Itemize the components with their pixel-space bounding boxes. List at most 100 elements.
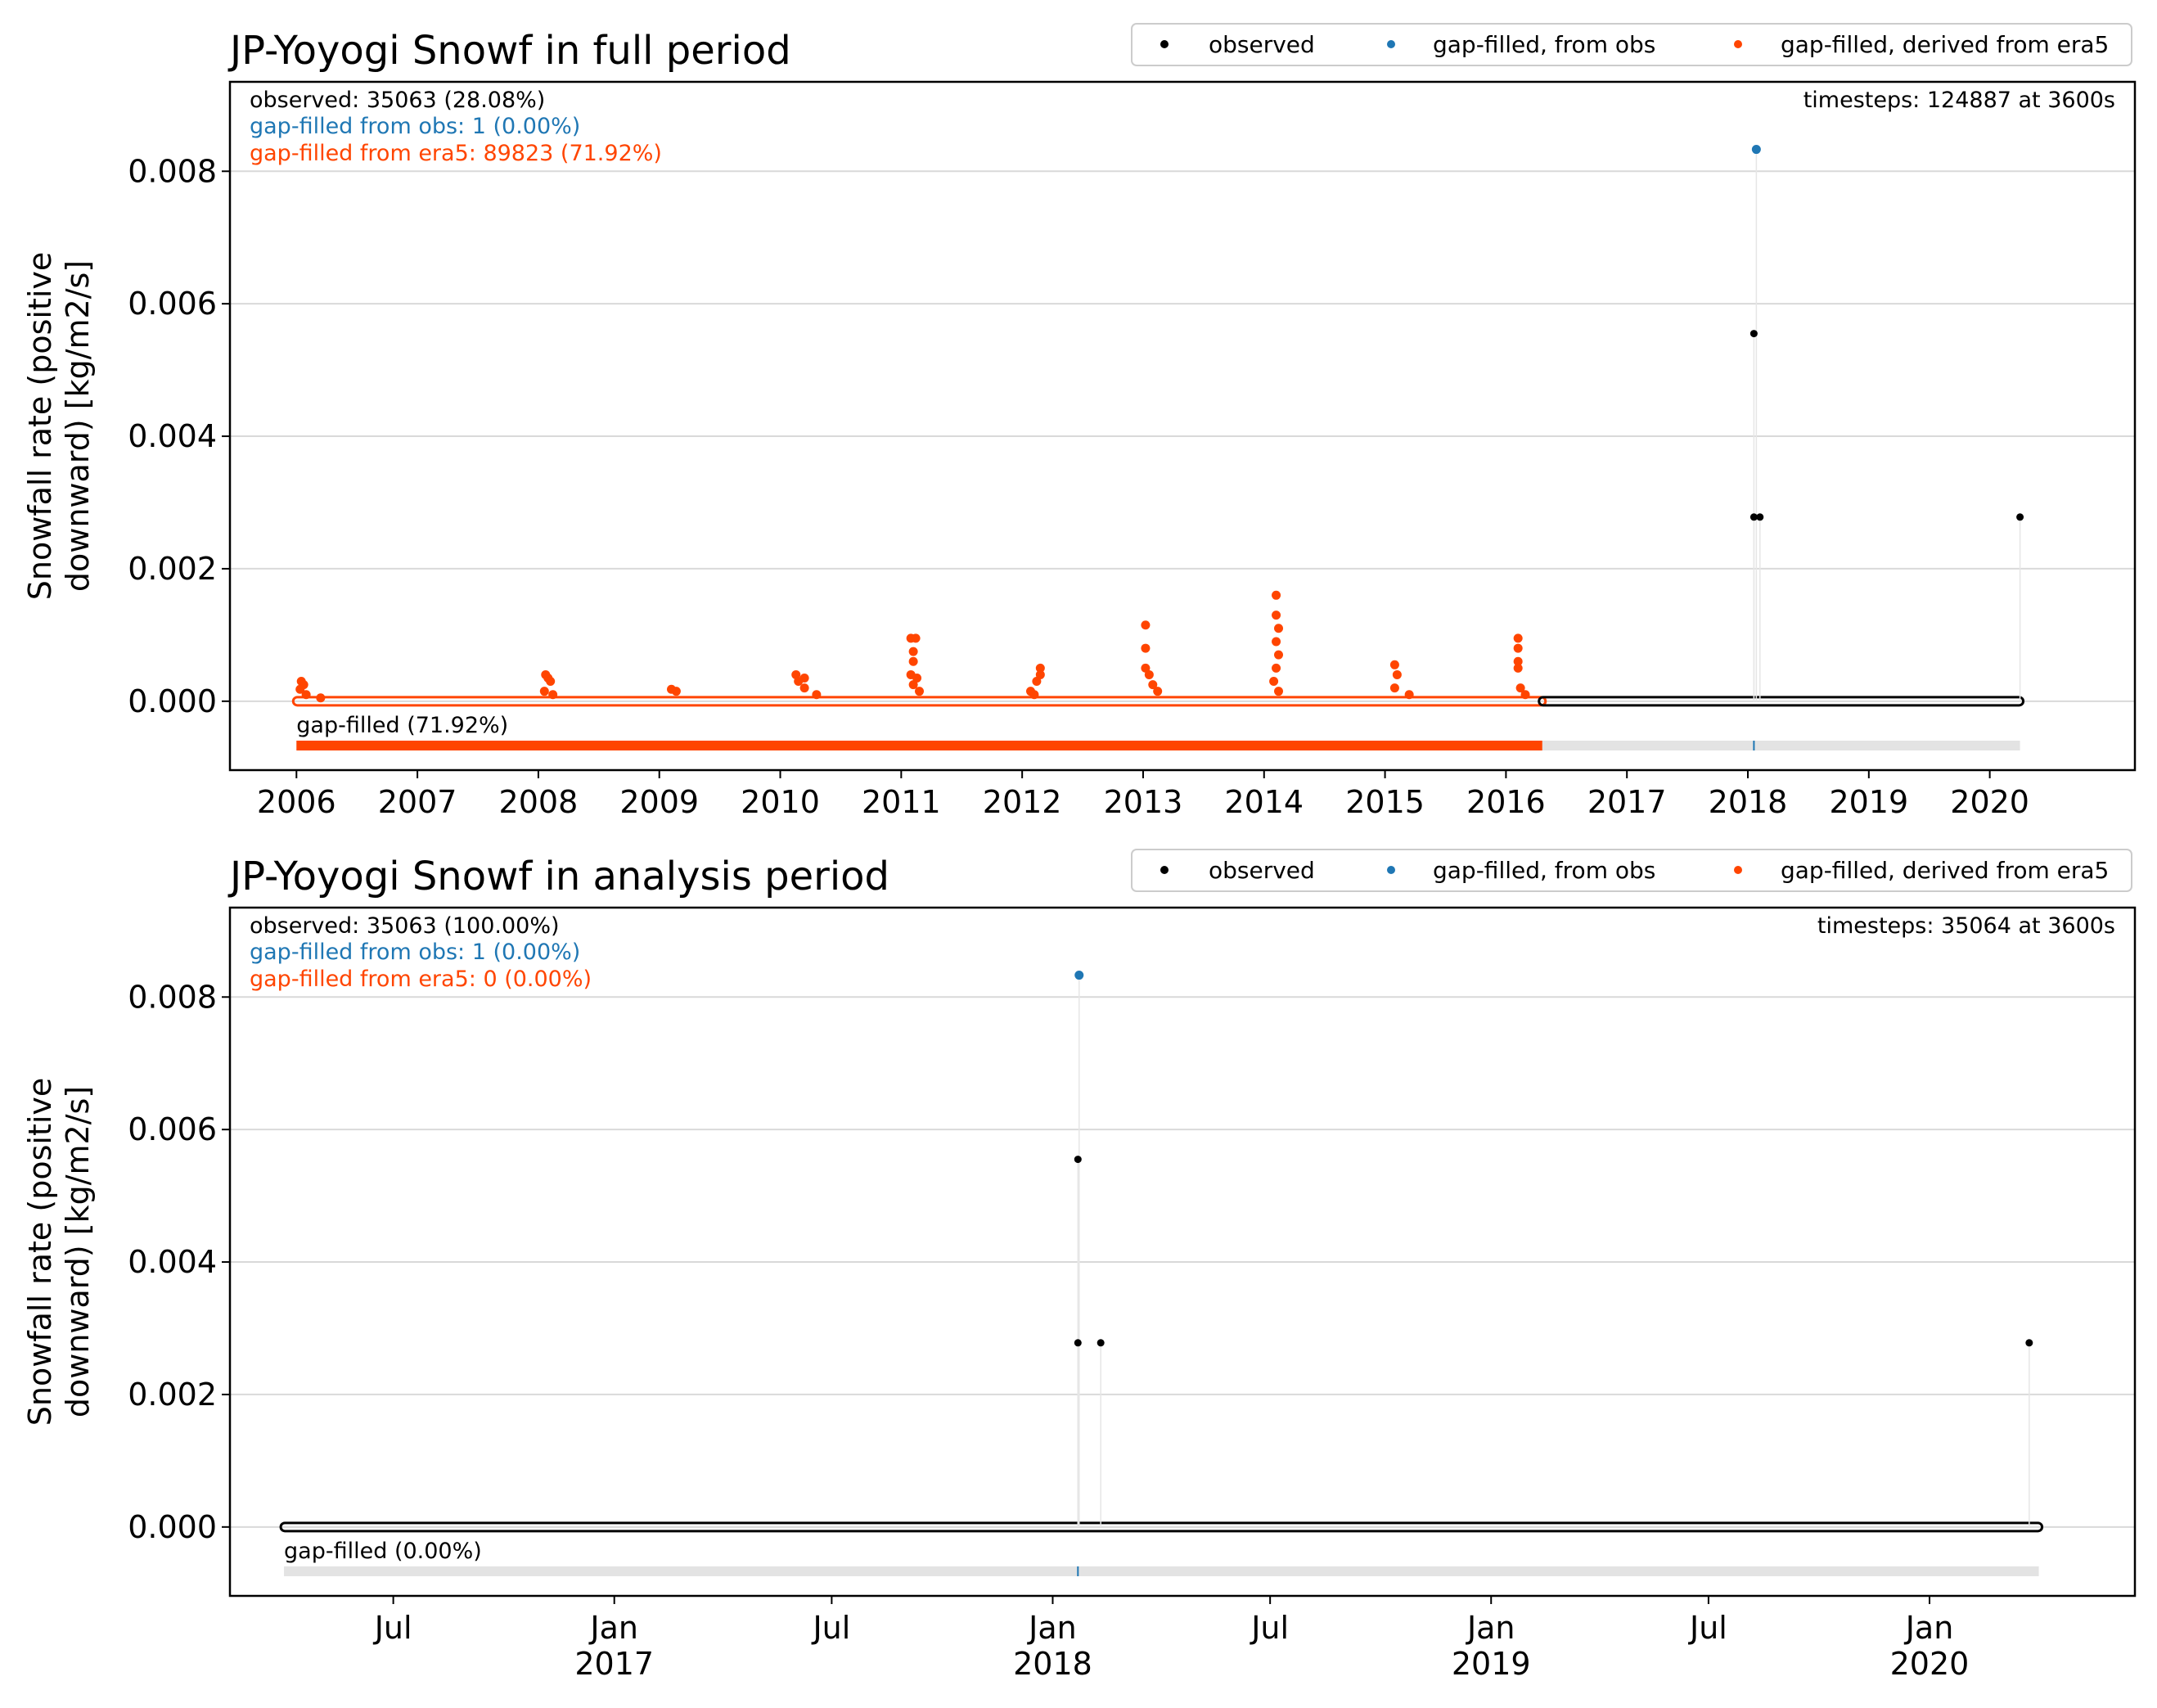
chart1-gapfilled-era5-point: [1274, 624, 1284, 633]
chart2-x-tick-label: Jan 2020: [1890, 1610, 1970, 1682]
chart1-gapfilled-era5-point: [1392, 669, 1402, 679]
chart1-gapfilled-era5-point: [1513, 643, 1523, 653]
chart2-stat-observed: observed: 35063 (100.00%): [250, 913, 560, 939]
chart2-x-tick-label: Jul: [1688, 1610, 1727, 1646]
chart1-legend: observed gap-filled, from obs gap-filled, …: [1131, 23, 2132, 66]
chart1-gapfilled-era5-point: [1272, 663, 1281, 673]
chart1-x-tick-label: 2011: [862, 784, 941, 820]
chart2-x-tick-label-line: 2020: [1890, 1646, 1970, 1682]
chart1-gapfilled-era5-point: [908, 680, 918, 690]
chart1-stat-gapfilled-obs: gap-filled from obs: 1 (0.00%): [250, 114, 580, 139]
chart1-y-tick-label: 0.002: [128, 551, 217, 587]
chart1-stat-observed: observed: 35063 (28.08%): [250, 88, 545, 113]
chart2-x-tick-label-line: 2018: [1013, 1646, 1092, 1682]
chart1-x-tick-label: 2018: [1709, 784, 1788, 820]
chart1-gapfilled-era5-point: [911, 633, 921, 643]
chart1-gapfilled-era5-point: [1141, 663, 1151, 673]
chart1-gap-bar-era5: [296, 741, 1542, 750]
chart1-gapfilled-era5-point: [1274, 650, 1284, 660]
chart1-gapfilled-era5-point: [908, 656, 918, 666]
chart1-y-axis-label-line: Snowfall rate (positive: [22, 252, 58, 601]
chart1-x-tick-label: 2015: [1345, 784, 1425, 820]
chart2-x-tick-label-line: 2017: [574, 1646, 654, 1682]
chart1-gapfilled-era5-point: [548, 690, 558, 700]
chart1-y-tick-label: 0.006: [128, 286, 217, 322]
chart1-gapfilled-era5-point: [1513, 633, 1523, 643]
chart1-gapfilled-era5-point: [1148, 680, 1158, 690]
chart2-observed-point: [1097, 1339, 1105, 1347]
chart1-gapfilled-era5-point: [908, 647, 918, 656]
chart1-panel: gap-filled (71.92%) 0.008 0.006 0.004 0.002 0…: [22, 23, 2137, 820]
chart2-y-tick-label: 0.002: [128, 1377, 217, 1413]
chart2-x-tick-label: Jul: [811, 1610, 850, 1646]
chart2-gap-label: gap-filled (0.00%): [284, 1539, 482, 1564]
chart2-x-tick-label: Jan 2019: [1452, 1610, 1531, 1682]
chart1-stat-gapfilled-era5: gap-filled from era5: 89823 (71.92%): [250, 141, 662, 166]
chart1-gapfilled-era5-point: [1035, 669, 1045, 679]
chart1-x-tick-label: 2012: [983, 784, 1062, 820]
chart1-gapfilled-era5-point: [1389, 660, 1399, 669]
chart1-x-tick-label: 2010: [741, 784, 820, 820]
chart1-x-tick-label: 2017: [1587, 784, 1667, 820]
chart1-y-tick-label: 0.004: [128, 418, 217, 454]
chart1-gapfilled-era5-point: [1389, 683, 1399, 693]
chart1-gapfilled-era5-point: [539, 687, 549, 696]
chart1-gapfilled-era5-point: [546, 677, 556, 687]
chart1-y-axis-label: Snowfall rate (positivedownward) [kg/m2/…: [22, 252, 96, 601]
chart2-x-tick-label: Jan 2017: [574, 1610, 654, 1682]
chart2-baseline-segment: [279, 1521, 2044, 1533]
chart2-stat-timesteps: timesteps: 35064 at 3600s: [1817, 913, 2115, 939]
chart2-legend: observed gap-filled, from obs gap-filled, …: [1131, 849, 2132, 892]
chart1-gapfilled-era5-point: [301, 690, 311, 700]
chart1-baseline-segment: [1538, 696, 2025, 707]
chart2-legend-marker-gapfilled-era5: [1734, 866, 1742, 874]
chart1-legend-label-gapfilled-obs: gap-filled, from obs: [1433, 31, 1655, 58]
chart2-y-axis-label-line: downward) [kg/m2/s]: [60, 1086, 96, 1417]
chart1-gapfilled-era5-point: [1141, 643, 1151, 653]
chart1-gapfilled-era5-point: [1269, 677, 1279, 687]
chart1-gap-label: gap-filled (71.92%): [296, 713, 508, 738]
chart1-x-tick-label: 2007: [378, 784, 457, 820]
chart1-gapfilled-era5-point: [915, 687, 925, 696]
chart1-legend-label-observed: observed: [1209, 31, 1315, 58]
chart2-x-tick-label-line: Jan: [1027, 1610, 1077, 1646]
chart2-y-axis-label: Snowfall rate (positivedownward) [kg/m2/…: [22, 1078, 96, 1426]
chart1-gapfilled-era5-point: [1029, 690, 1039, 700]
chart1-y-tick-label: 0.000: [128, 683, 217, 719]
chart1-stat-timesteps: timesteps: 124887 at 3600s: [1804, 88, 2115, 113]
chart2-x-tick-label-line: 2019: [1452, 1646, 1531, 1682]
chart2-x-tick-label-line: Jan: [1904, 1610, 1954, 1646]
chart2-y-axis-label-line: Snowfall rate (positive: [22, 1078, 58, 1426]
chart1-gapfilled-era5-point: [1144, 669, 1154, 679]
chart1-x-tick-label: 2016: [1466, 784, 1546, 820]
chart2-x-tick-label: Jul: [1250, 1610, 1289, 1646]
chart1-gapfilled-era5-point: [1513, 663, 1523, 673]
chart1-title: JP-Yoyogi Snowf in full period: [227, 28, 791, 74]
chart1-legend-marker-gapfilled-era5: [1734, 40, 1742, 48]
chart1-gapfilled-era5-point: [812, 690, 822, 700]
chart2-stat-gapfilled-obs: gap-filled from obs: 1 (0.00%): [250, 940, 580, 965]
chart1-gapfilled-era5-point: [1032, 677, 1042, 687]
chart1-gapfilled-era5-point: [1035, 663, 1045, 673]
chart1-gapfilled-era5-point: [671, 687, 681, 696]
chart1-baseline-segment: [291, 696, 1547, 707]
chart1-gapfilled-era5-point: [1520, 690, 1530, 700]
chart2-x-tick-label: Jan 2018: [1013, 1610, 1092, 1682]
chart2-x-tick-label: Jul: [373, 1610, 412, 1646]
chart1-observed-point: [1749, 330, 1758, 338]
chart1-gapfilled-obs-point: [1751, 145, 1761, 155]
chart2-stat-gapfilled-era5: gap-filled from era5: 0 (0.00%): [250, 967, 592, 992]
chart2-title: JP-Yoyogi Snowf in analysis period: [227, 854, 889, 899]
chart1-x-tick-label: 2014: [1224, 784, 1304, 820]
chart1-gapfilled-era5-point: [794, 677, 804, 687]
chart1-gapfilled-era5-point: [316, 693, 326, 703]
chart1-gapfilled-era5-point: [1272, 637, 1281, 647]
chart2-x-tick-label-line: Jan: [1466, 1610, 1515, 1646]
chart2-y-tick-label: 0.006: [128, 1111, 217, 1147]
chart2-observed-point: [2025, 1339, 2033, 1347]
chart1-x-tick-label: 2009: [619, 784, 699, 820]
chart1-y-axis-label-line: downward) [kg/m2/s]: [60, 260, 96, 592]
chart2-gap-bar-full: [284, 1566, 2039, 1576]
chart2-y-tick-label: 0.004: [128, 1244, 217, 1280]
chart1-x-tick-label: 2020: [1950, 784, 2029, 820]
